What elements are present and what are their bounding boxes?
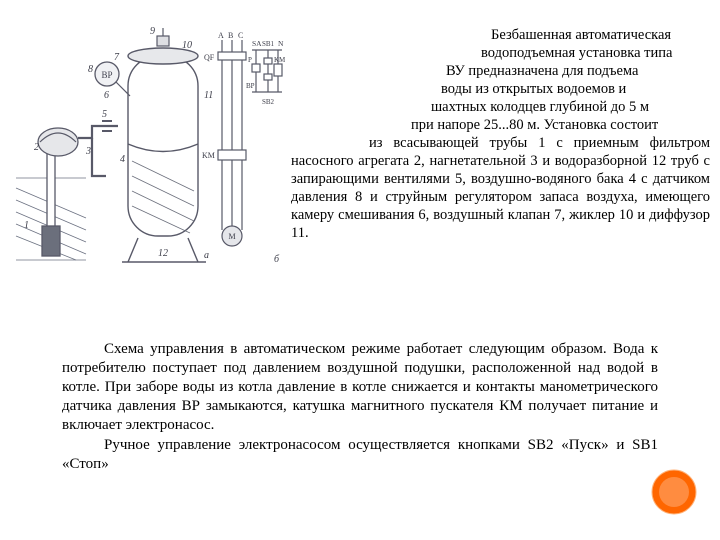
svg-text:8: 8: [88, 64, 93, 75]
svg-text:11: 11: [204, 90, 213, 101]
svg-text:N: N: [278, 39, 284, 48]
paragraph-1: Схема управления в автоматическом режиме…: [62, 341, 658, 433]
svg-text:KM: KM: [274, 56, 285, 64]
accent-circle-icon: [650, 468, 698, 516]
svg-text:BP: BP: [246, 82, 255, 90]
svg-text:2: 2: [34, 142, 39, 153]
lower-description-text: Схема управления в автоматическом режиме…: [62, 340, 658, 475]
hydraulic-diagram-figure: BP 1 2 3 4 5 6 7 8 9 10 11 12 a: [10, 26, 285, 282]
svg-text:B: B: [228, 31, 233, 40]
svg-text:9: 9: [150, 26, 155, 37]
svg-text:1: 1: [24, 220, 29, 231]
paragraph-2: Ручное управление электронасосом осущест…: [62, 437, 658, 472]
svg-text:KM: KM: [202, 151, 215, 160]
svg-text:4: 4: [120, 154, 125, 165]
svg-text:10: 10: [182, 40, 192, 51]
svg-text:5: 5: [102, 109, 107, 120]
bp-gauge-label: BP: [101, 70, 112, 80]
svg-text:12: 12: [158, 248, 168, 259]
svg-text:7: 7: [114, 52, 120, 63]
svg-text:a: a: [204, 250, 209, 261]
svg-text:A: A: [218, 31, 224, 40]
svg-text:SB2: SB2: [262, 98, 275, 106]
svg-text:6: 6: [104, 90, 109, 101]
svg-text:SB1: SB1: [262, 40, 275, 48]
svg-text:M: M: [228, 232, 235, 241]
svg-text:б: б: [274, 254, 280, 265]
svg-text:3: 3: [85, 146, 91, 157]
svg-text:P: P: [248, 56, 252, 64]
svg-text:C: C: [238, 31, 243, 40]
svg-text:QF: QF: [204, 53, 215, 62]
svg-text:SA: SA: [252, 39, 262, 48]
